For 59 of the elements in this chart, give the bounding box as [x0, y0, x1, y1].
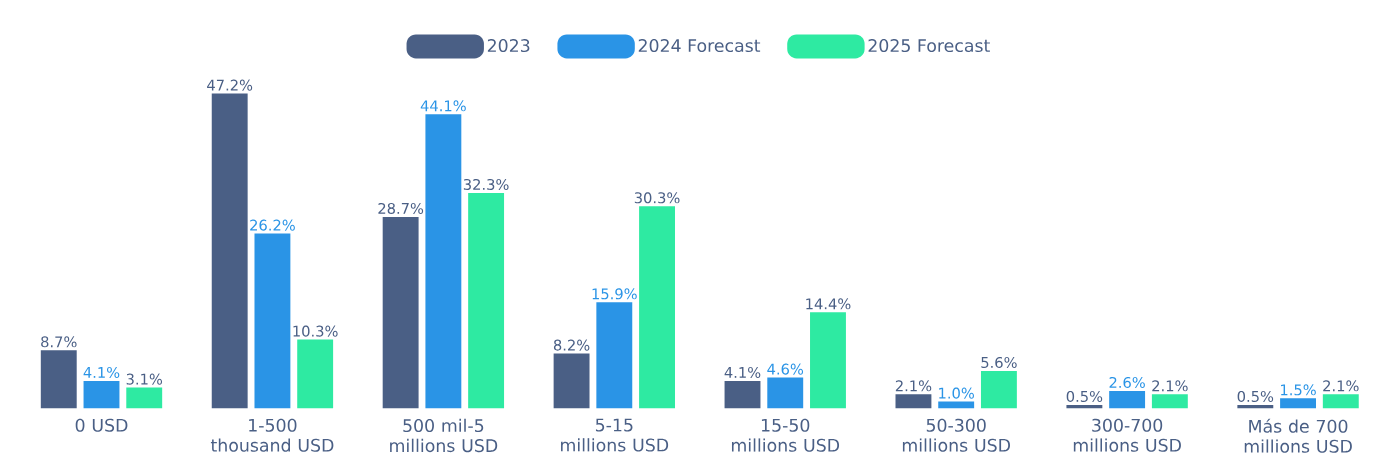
data-label: 3.1% [126, 373, 163, 385]
bar [468, 193, 505, 409]
bar [83, 381, 120, 409]
bar [297, 339, 334, 409]
bar [724, 381, 761, 409]
data-label: 4.1% [83, 367, 120, 379]
bar [810, 312, 846, 409]
data-label: 10.3% [293, 325, 338, 337]
data-label: 2.6% [1109, 377, 1145, 389]
data-label: 15.9% [592, 288, 637, 300]
bar [1151, 394, 1188, 409]
bar [596, 302, 633, 409]
x-tick-label: 50-300 millions USD [902, 418, 1010, 452]
x-tick-label: 5-15 millions USD [561, 418, 669, 452]
data-label: 0.5% [1066, 391, 1103, 403]
legend-label: 2025 Forecast [868, 39, 990, 53]
bar [895, 394, 932, 409]
bar [1237, 405, 1274, 409]
data-label: 26.2% [250, 219, 295, 231]
bar [1066, 405, 1103, 409]
bar [211, 93, 248, 409]
bar [1109, 391, 1146, 409]
legend-label: 2023 [487, 39, 530, 53]
x-tick-label: 1-500 thousand USD [210, 418, 334, 452]
data-label: 30.3% [634, 192, 680, 204]
bar [639, 206, 675, 409]
data-label: 1.0% [939, 387, 974, 399]
data-label: 1.5% [1281, 384, 1316, 396]
x-tick-label: Más de 700 millions USD [1244, 418, 1352, 453]
data-label: 2.1% [1323, 380, 1359, 392]
x-tick-label: 300-700 millions USD [1073, 418, 1181, 452]
data-label: 47.2% [207, 79, 253, 91]
data-label: 4.6% [767, 363, 804, 375]
bar [1322, 394, 1359, 409]
data-label: 8.7% [41, 336, 77, 348]
bar [1280, 398, 1317, 409]
x-tick-label: 15-50 millions USD [731, 418, 840, 452]
bar [40, 350, 77, 409]
x-tick-label: 0 USD [75, 418, 128, 432]
bar [980, 371, 1017, 409]
data-label: 14.4% [806, 298, 851, 310]
legend-label: 2024 Forecast [638, 39, 761, 53]
bar [553, 353, 590, 409]
bar [767, 377, 804, 409]
data-label: 2.1% [895, 380, 932, 392]
bar [126, 387, 163, 409]
data-label: 44.1% [420, 100, 466, 112]
bar [938, 401, 975, 409]
data-label: 28.7% [378, 203, 424, 215]
data-label: 5.6% [981, 357, 1017, 369]
bar [382, 217, 419, 409]
data-label: 2.1% [1152, 380, 1188, 392]
x-tick-label: 500 mil-5 millions USD [390, 418, 498, 453]
data-label: 0.5% [1237, 391, 1274, 403]
data-label: 8.2% [553, 339, 590, 351]
data-label: 4.1% [724, 367, 761, 379]
data-label: 32.3% [463, 179, 509, 191]
bar [425, 114, 462, 409]
bar [254, 233, 291, 409]
